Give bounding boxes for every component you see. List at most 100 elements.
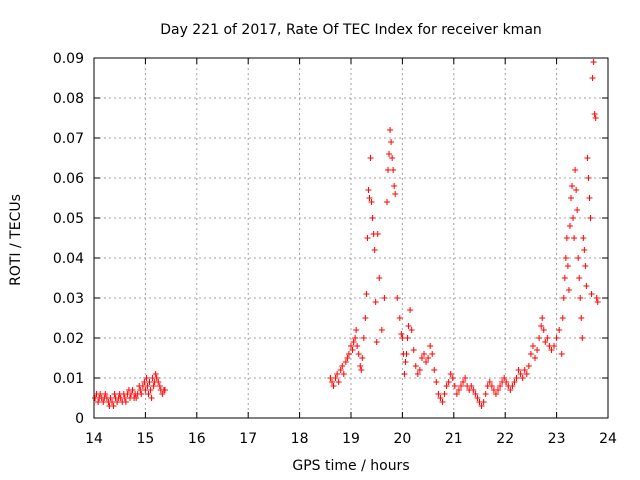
data-point [429, 351, 436, 357]
data-point [521, 367, 528, 373]
data-point [388, 139, 395, 145]
data-point [366, 195, 373, 201]
data-point [340, 371, 347, 377]
data-point [138, 391, 145, 397]
chart-title: Day 221 of 2017, Rate Of TEC Index for r… [160, 22, 542, 38]
data-point [394, 295, 401, 301]
data-point [350, 339, 357, 345]
data-point [427, 343, 434, 349]
data-point [337, 367, 344, 373]
data-point [553, 335, 560, 341]
data-point [385, 167, 392, 173]
data-point [544, 335, 551, 341]
data-point [441, 391, 448, 397]
data-point [593, 295, 600, 301]
data-point [453, 391, 460, 397]
data-point [95, 399, 102, 405]
data-point [565, 287, 572, 293]
data-point [121, 395, 128, 401]
data-point [566, 223, 573, 229]
data-point [564, 263, 571, 269]
data-point [577, 295, 584, 301]
data-point [584, 155, 591, 161]
data-point [371, 247, 378, 253]
data-point [590, 59, 597, 65]
data-point [589, 75, 596, 81]
data-point [509, 383, 516, 389]
data-point [449, 375, 456, 381]
data-point [587, 215, 594, 221]
y-tick-label: 0.01 [53, 371, 84, 387]
data-point [358, 367, 365, 373]
data-point [146, 379, 153, 385]
y-tick-label: 0.06 [53, 171, 84, 187]
data-point [150, 383, 157, 389]
data-point [556, 327, 563, 333]
data-point [143, 375, 150, 381]
x-tick-label: 21 [445, 431, 463, 447]
data-point [403, 351, 410, 357]
data-point [387, 127, 394, 133]
data-point [457, 383, 464, 389]
data-point [399, 335, 406, 341]
data-point [431, 367, 438, 373]
data-point [567, 195, 574, 201]
data-point [408, 327, 415, 333]
data-point [420, 351, 427, 357]
data-point [519, 375, 526, 381]
data-point [114, 399, 121, 405]
data-point [359, 355, 366, 361]
data-point [486, 379, 493, 385]
data-point [507, 387, 514, 393]
data-point [133, 395, 140, 401]
data-point [563, 235, 570, 241]
data-point [532, 355, 539, 361]
data-point [357, 363, 364, 369]
data-point [501, 375, 508, 381]
data-point [536, 335, 543, 341]
data-point [398, 331, 405, 337]
data-point [383, 199, 390, 205]
data-point [367, 155, 374, 161]
data-point [591, 111, 598, 117]
data-point [110, 403, 117, 409]
data-point [362, 315, 369, 321]
grid-lines [94, 58, 608, 418]
data-point [137, 387, 144, 393]
data-point [572, 167, 579, 173]
data-point [470, 387, 477, 393]
data-point [156, 383, 163, 389]
x-tick-label: 18 [291, 431, 309, 447]
data-point [551, 343, 558, 349]
data-point [517, 371, 524, 377]
x-tick-label: 19 [342, 431, 360, 447]
data-point [443, 383, 450, 389]
y-axis-label: ROTI / TECUs [8, 194, 24, 286]
data-point [425, 355, 432, 361]
data-point [155, 379, 162, 385]
data-point [580, 235, 587, 241]
data-point [583, 283, 590, 289]
data-point [497, 383, 504, 389]
data-point [574, 207, 581, 213]
data-point [335, 379, 342, 385]
data-point [468, 383, 475, 389]
data-point [488, 383, 495, 389]
data-point [147, 387, 154, 393]
data-point [396, 315, 403, 321]
data-point [582, 263, 589, 269]
data-point [142, 387, 149, 393]
data-point [592, 115, 599, 121]
data-point [129, 387, 136, 393]
x-axis: 14 15 16 17 18 19 20 21 22 23 24 [85, 58, 617, 447]
x-tick-label: 14 [85, 431, 103, 447]
data-point [435, 391, 442, 397]
data-point [161, 387, 168, 393]
x-tick-label: 17 [239, 431, 257, 447]
data-point [348, 343, 354, 349]
data-point [412, 363, 419, 369]
y-tick-label: 0.02 [53, 331, 84, 347]
data-point [534, 347, 541, 353]
data-point [368, 199, 375, 205]
